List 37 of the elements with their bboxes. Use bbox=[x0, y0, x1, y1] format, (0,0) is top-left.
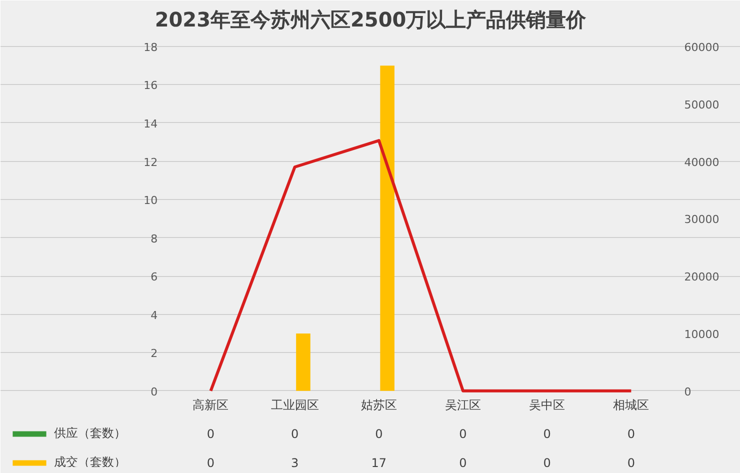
data-label: 0 bbox=[543, 427, 551, 442]
y-tick-label: 8 bbox=[150, 232, 158, 246]
x-tick-label: 高新区 bbox=[192, 398, 229, 412]
legend-label: 供应（套数） bbox=[54, 424, 126, 442]
data-label: 17 bbox=[371, 456, 387, 470]
chart-title: 2023年至今苏州六区2500万以上产品供销量价 bbox=[154, 8, 588, 32]
y-tick-label: 14 bbox=[144, 117, 158, 130]
data-label: 0 bbox=[206, 456, 215, 470]
data-label: 0 bbox=[543, 456, 551, 470]
data-label: 0 bbox=[627, 427, 636, 442]
y-tick-label: 0 bbox=[150, 385, 158, 398]
y2-tick-label: 50000 bbox=[684, 98, 720, 112]
y2-tick-label: 30000 bbox=[684, 213, 720, 226]
data-label: 0 bbox=[206, 427, 215, 442]
y2-tick-label: 40000 bbox=[684, 156, 720, 169]
data-label: 0 bbox=[291, 427, 299, 442]
y-tick-label: 4 bbox=[150, 308, 158, 322]
data-label: 0 bbox=[459, 456, 467, 470]
y-tick-label: 2 bbox=[150, 347, 158, 360]
x-tick-label: 工业园区 bbox=[270, 398, 319, 412]
y2-tick-label: 10000 bbox=[684, 328, 720, 341]
y2-tick-label: 60000 bbox=[684, 40, 720, 54]
y-tick-label: 10 bbox=[144, 194, 158, 208]
y2-tick-label: 0 bbox=[684, 385, 692, 398]
y-tick-label: 16 bbox=[144, 79, 158, 92]
data-label: 0 bbox=[627, 456, 636, 470]
x-tick-label: 吴江区 bbox=[445, 398, 481, 412]
data-label: 3 bbox=[291, 456, 299, 470]
y-tick-label: 6 bbox=[150, 270, 158, 284]
x-tick-label: 吴中区 bbox=[529, 398, 566, 412]
y2-tick-label: 20000 bbox=[684, 270, 720, 284]
x-tick-label: 相城区 bbox=[613, 398, 650, 412]
data-label: 0 bbox=[375, 427, 383, 442]
y-tick-label: 12 bbox=[144, 156, 158, 169]
data-label: 0 bbox=[459, 427, 467, 442]
x-tick-label: 姑苏区 bbox=[360, 398, 397, 412]
y-tick-label: 18 bbox=[144, 40, 158, 54]
